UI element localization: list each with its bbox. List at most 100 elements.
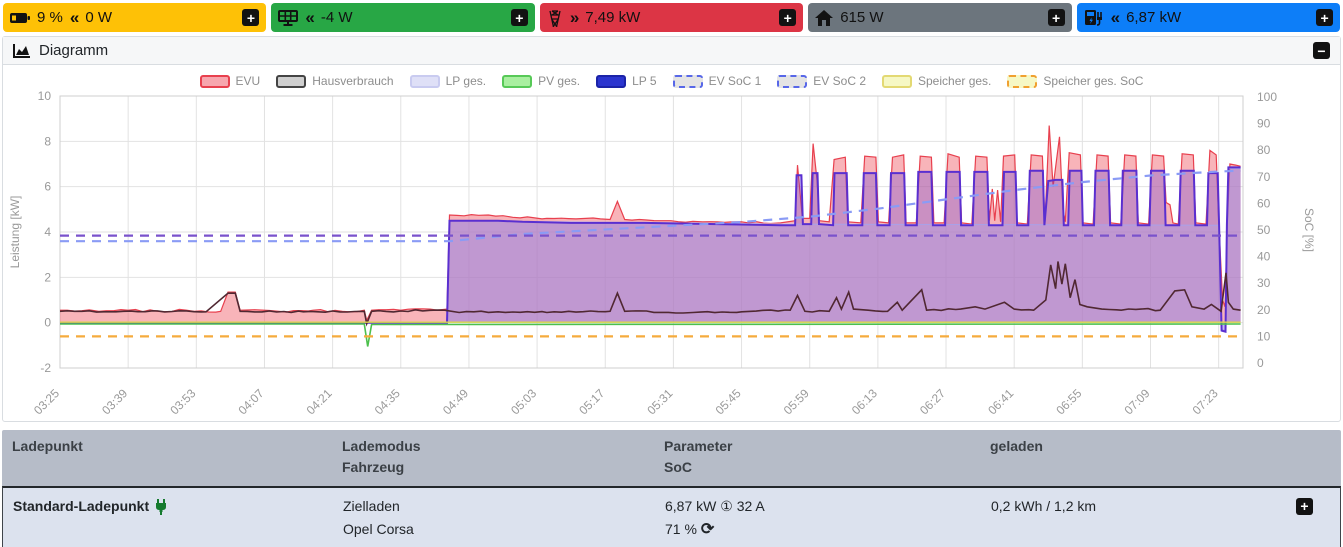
y2-axis-tick-label: 20 [1257,303,1271,317]
y2-axis-tick-label: 60 [1257,196,1271,210]
y2-axis-tick-label: 30 [1257,276,1271,290]
y2-axis-tick-label: 80 [1257,143,1271,157]
status-badge-row: 9 % « 0 W + « -4 W + » 7,49 kW + [0,0,1343,34]
column-header-fahrzeug: Fahrzeug [342,459,405,475]
battery-expand-button[interactable]: + [242,9,260,26]
y2-axis-tick-label: 100 [1257,90,1277,104]
legend-item[interactable]: Speicher ges. [882,74,991,88]
diagram-card: Diagramm − EVU Hausverbrauch LP ges. PV ges… [2,36,1341,422]
charge-mode: Zielladen [343,498,400,514]
phase-count-icon: ① [720,498,733,514]
x-axis-tick-label: 04:35 [372,386,403,417]
y2-axis-tick-label: 70 [1257,170,1271,184]
diagram-card-header: Diagramm − [3,37,1340,65]
y2-axis-tick-label: 40 [1257,250,1271,264]
legend-label: PV ges. [538,74,581,88]
area-chart-icon [13,43,31,58]
left-axis-title: Leistung [kW] [8,196,22,269]
house-status-badge[interactable]: 615 W + [808,3,1072,32]
pv-expand-button[interactable]: + [510,9,528,26]
x-axis-tick-label: 04:21 [304,386,335,417]
legend-label: Hausverbrauch [312,74,394,88]
battery-soc-value: 9 % [37,9,63,26]
series-line-Hausverbrauch [59,261,1241,327]
y-axis-tick-label: 2 [44,270,51,284]
x-axis-tick-label: 06:13 [849,386,880,417]
charge-parameter: 6,87 kW ① 32 A [665,495,991,518]
battery-status-badge[interactable]: 9 % « 0 W + [3,3,267,32]
x-axis-tick-label: 05:59 [781,386,812,417]
legend-label: EVU [235,74,261,88]
house-expand-button[interactable]: + [1047,9,1065,26]
chargepoint-name: Standard-Ladepunkt [13,495,343,518]
series-line-PV ges. [60,323,1241,347]
legend-item[interactable]: LP ges. [409,74,486,88]
legend-swatch [199,74,230,88]
legend-item[interactable]: PV ges. [502,74,580,88]
charged-energy: 0,2 kWh / 1,2 km [991,498,1097,514]
plot-border [59,95,1244,369]
right-axis-title: SoC [%] [1302,208,1316,252]
legend-item[interactable]: Speicher ges. SoC [1007,74,1143,88]
x-axis-tick-label: 06:27 [917,386,948,417]
power-direction-arrow: » [569,7,580,27]
house-power-value: 615 W [840,9,884,26]
x-axis-tick-label: 04:07 [235,386,266,417]
power-direction-arrow: « [1110,7,1121,27]
pv-power-value: -4 W [320,9,353,26]
charging-station-icon [1084,9,1104,26]
series-area-EVU [60,125,1241,323]
x-axis-tick-label: 05:45 [713,386,744,417]
legend-item[interactable]: Hausverbrauch [276,74,394,88]
y-axis-tick-label: -2 [40,361,51,375]
legend-item[interactable]: EV SoC 1 [672,74,761,88]
y2-axis-tick-label: 90 [1257,117,1271,131]
chargepoint-status-badge[interactable]: « 6,87 kW + [1076,3,1341,32]
grid-status-badge[interactable]: » 7,49 kW + [539,3,804,32]
series-area-LP 5 [60,167,1241,332]
pv-status-badge[interactable]: « -4 W + [271,3,535,32]
legend-item[interactable]: EV SoC 2 [777,74,866,88]
x-axis-tick-label: 04:49 [440,386,471,417]
legend-label: Speicher ges. [918,74,992,88]
legend-swatch [882,74,912,88]
legend-swatch [409,74,440,88]
x-axis-tick-label: 07:23 [1190,386,1221,417]
legend-swatch [502,74,533,88]
x-axis-tick-label: 03:53 [167,386,198,417]
battery-power-value: 0 W [85,9,112,26]
x-axis-tick-label: 06:41 [985,386,1016,417]
legend-swatch [777,74,808,88]
diagram-collapse-button[interactable]: − [1313,42,1330,59]
series-line-LP 5 [60,166,1241,334]
charge-current: 32 A [736,498,765,514]
x-axis-tick-label: 07:09 [1121,386,1152,417]
y-axis-tick-label: 0 [44,316,51,330]
grid-expand-button[interactable]: + [779,9,797,26]
grid-power-value: 7,49 kW [585,9,641,26]
power-direction-arrow: « [69,7,80,27]
battery-icon [10,11,30,25]
x-axis-tick-label: 05:31 [644,386,675,417]
chart-legend: EVU Hausverbrauch LP ges. PV ges. LP 5 EV SoC… [3,65,1340,90]
vehicle-name: Opel Corsa [343,521,414,537]
x-axis-tick-label: 05:03 [508,386,539,417]
column-header-ladepunkt: Ladepunkt [12,438,83,454]
plug-icon [155,498,167,515]
y-axis-tick-label: 10 [38,90,52,103]
x-axis-tick-label: 05:17 [576,386,607,417]
vehicle-soc: 71 % ⟳ [665,521,715,538]
chargepoint-expand-button[interactable]: + [1296,497,1313,515]
legend-item[interactable]: EVU [199,74,261,88]
y2-axis-tick-label: 10 [1257,329,1271,343]
legend-swatch [276,74,307,88]
legend-label: Speicher ges. SoC [1043,74,1144,88]
y2-axis-tick-label: 50 [1257,223,1271,237]
chargepoint-expand-button[interactable]: + [1316,9,1334,26]
legend-item[interactable]: LP 5 [596,74,657,88]
legend-label: LP 5 [632,74,657,88]
series-area-LP ges. [60,168,1241,331]
soc-refresh-icon[interactable]: ⟳ [700,521,715,538]
